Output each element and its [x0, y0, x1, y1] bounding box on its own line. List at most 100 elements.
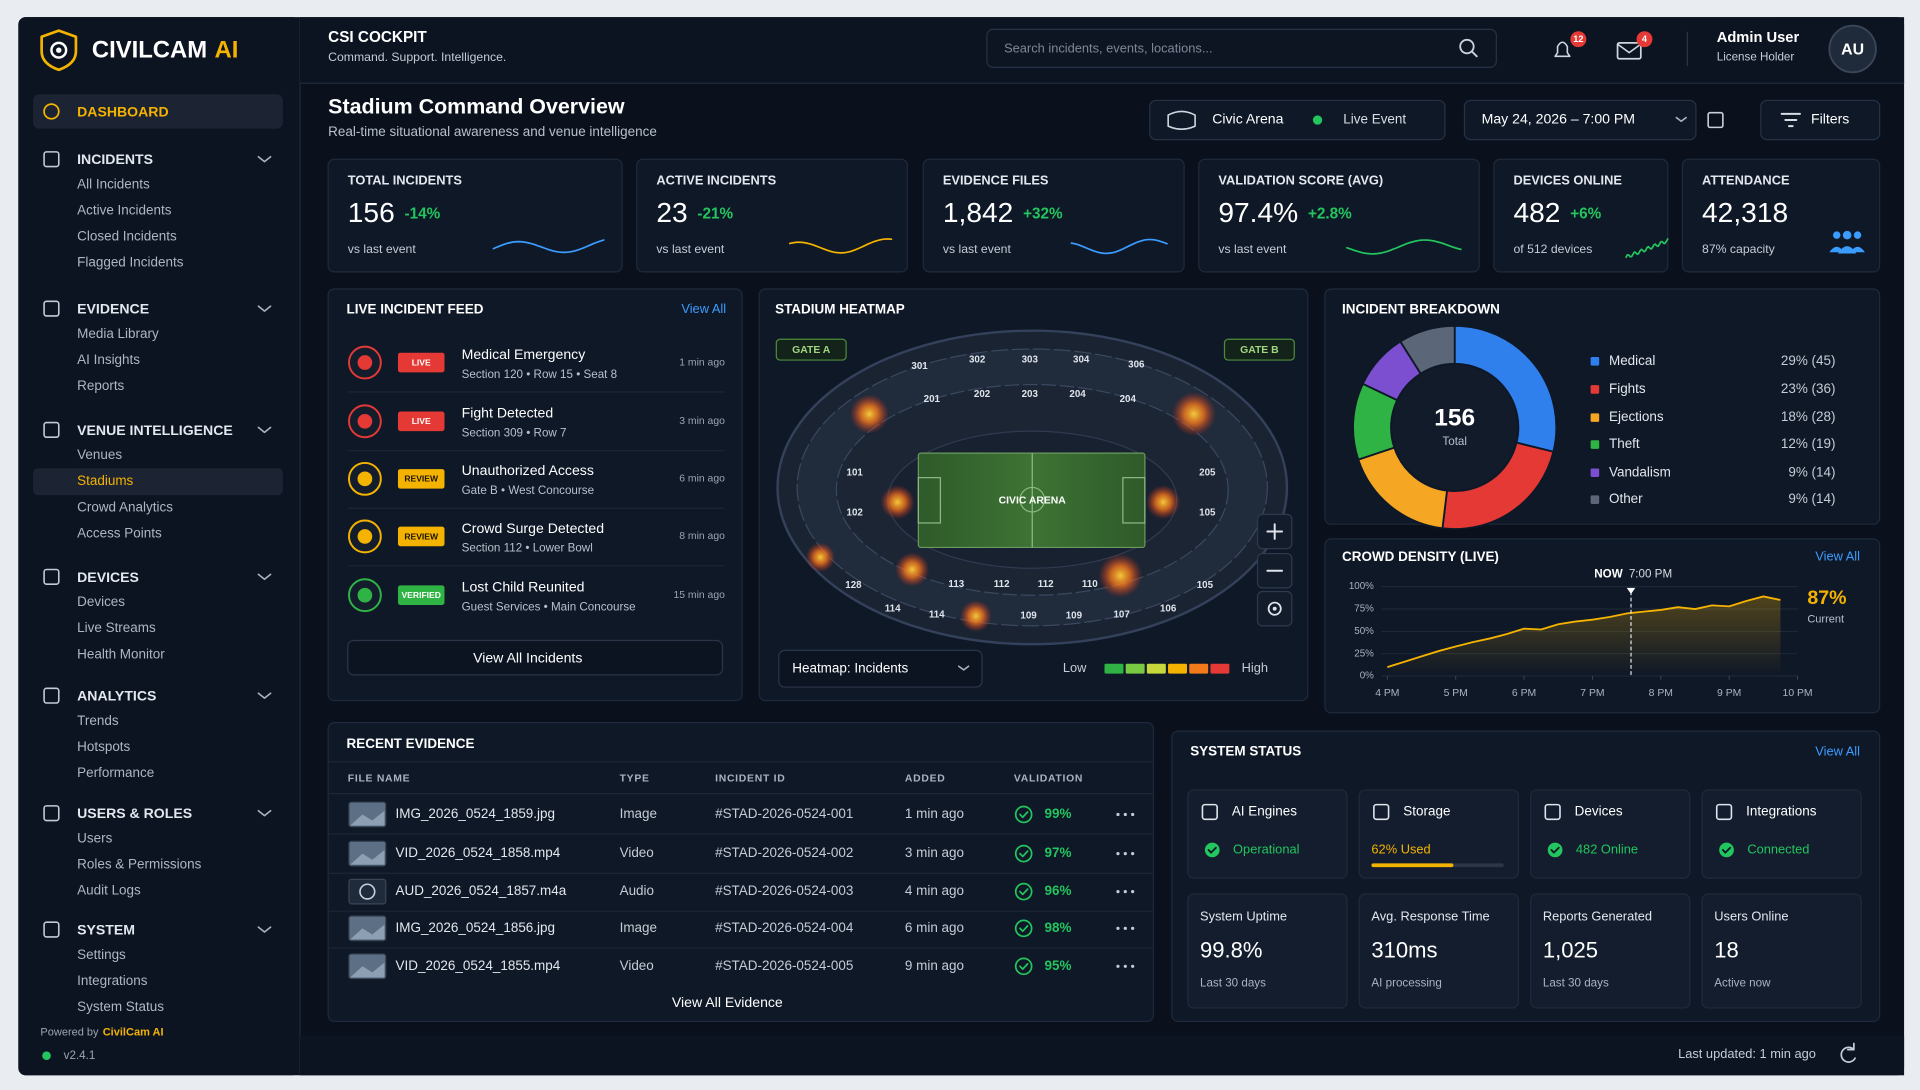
kpi-note: 87% capacity — [1702, 242, 1776, 256]
more-menu[interactable] — [1123, 812, 1127, 817]
chevron — [257, 573, 272, 581]
view-all-incidents-button[interactable] — [347, 639, 724, 676]
nav-section[interactable]: VENUE INTELLIGENCE — [77, 422, 233, 438]
nav-item[interactable]: System Status — [77, 999, 164, 1014]
incident-title[interactable]: Lost Child Reunited — [462, 579, 585, 595]
search-placeholder[interactable]: Search incidents, events, locations... — [1004, 40, 1212, 55]
density-area — [1387, 596, 1781, 677]
nav-item[interactable]: Flagged Incidents — [77, 255, 184, 270]
nav-item[interactable]: All Incidents — [77, 176, 150, 191]
nav-item[interactable]: Closed Incidents — [77, 229, 177, 244]
filters-label[interactable]: Filters — [1811, 111, 1849, 127]
more-menu[interactable] — [1131, 964, 1135, 968]
more-menu[interactable] — [1131, 890, 1135, 894]
nav-item[interactable]: Stadiums — [77, 473, 133, 488]
nav-section[interactable]: USERS & ROLES — [77, 805, 192, 821]
more-menu[interactable] — [1116, 926, 1120, 930]
incident-time: 15 min ago — [673, 590, 725, 601]
incident-icon — [357, 529, 373, 544]
check-icon — [1019, 850, 1029, 858]
button-label[interactable]: View All Incidents — [473, 650, 582, 666]
more-menu[interactable] — [1123, 852, 1127, 856]
search-box[interactable] — [986, 28, 1497, 68]
more-menu[interactable] — [1116, 890, 1120, 894]
filter-icon — [1780, 112, 1801, 128]
nav-section[interactable]: SYSTEM — [77, 922, 135, 938]
avatar-initials: AU — [1841, 41, 1864, 58]
panel-title: INCIDENT BREAKDOWN — [1342, 301, 1500, 316]
view-all-link[interactable]: View All — [681, 301, 726, 316]
more-menu[interactable] — [1116, 964, 1120, 968]
file-name[interactable]: IMG_2026_0524_1859.jpg — [396, 806, 556, 821]
nav-item[interactable]: AI Insights — [77, 352, 140, 367]
incident-title[interactable]: Medical Emergency — [462, 346, 587, 362]
nav-item[interactable]: Hotspots — [77, 739, 130, 754]
y-tick-label: 25% — [1354, 648, 1374, 659]
nav-section[interactable]: DEVICES — [77, 569, 139, 585]
more-menu[interactable] — [1116, 812, 1120, 817]
thumbnail — [348, 878, 387, 905]
nav-icon — [43, 805, 60, 822]
nav-item[interactable]: Audit Logs — [77, 883, 141, 898]
panel-title: SYSTEM STATUS — [1190, 744, 1301, 759]
nav-item[interactable]: Active Incidents — [77, 203, 172, 218]
view-all-link[interactable]: View All — [1815, 743, 1860, 758]
incident-title[interactable]: Fight Detected — [462, 405, 554, 421]
nav-item[interactable]: Settings — [77, 947, 126, 962]
people-icon — [1833, 231, 1841, 239]
incident-title[interactable]: Unauthorized Access — [462, 462, 594, 478]
hotspot — [895, 552, 930, 587]
view-all-link[interactable]: View All — [1815, 549, 1860, 564]
more-menu[interactable] — [1123, 926, 1127, 930]
nav-item[interactable]: Performance — [77, 765, 154, 780]
more-menu[interactable] — [1131, 812, 1135, 817]
donut-total: 156 — [1434, 404, 1475, 431]
nav-item[interactable]: Integrations — [77, 973, 148, 988]
nav-item[interactable]: Trends — [77, 713, 119, 728]
nav-section[interactable]: ANALYTICS — [77, 688, 156, 704]
file-name[interactable]: AUD_2026_0524_1857.m4a — [396, 883, 567, 898]
refresh-icon[interactable] — [1840, 1042, 1856, 1063]
file-name[interactable]: IMG_2026_0524_1856.jpg — [396, 920, 556, 935]
mail-icon[interactable] — [1616, 42, 1642, 60]
view-all-evidence[interactable]: View All Evidence — [672, 994, 783, 1010]
select-label[interactable]: Heatmap: Incidents — [792, 660, 908, 675]
nav-item[interactable]: Roles & Permissions — [77, 857, 202, 872]
nav-item[interactable]: Live Streams — [77, 620, 156, 635]
nav-item[interactable]: Reports — [77, 378, 124, 393]
nav-item[interactable]: Venues — [77, 447, 122, 462]
more-menu[interactable] — [1123, 890, 1127, 894]
kpi-card — [636, 158, 908, 273]
kpi-label: EVIDENCE FILES — [943, 173, 1049, 188]
more-menu[interactable] — [1123, 964, 1127, 968]
date-selector[interactable] — [1463, 99, 1697, 141]
section-label: 105 — [1197, 580, 1214, 591]
file-name[interactable]: VID_2026_0524_1855.mp4 — [396, 958, 561, 973]
filters-button[interactable] — [1760, 99, 1881, 141]
nav-section[interactable]: DASHBOARD — [77, 103, 169, 119]
kpi-label: DEVICES ONLINE — [1513, 173, 1622, 188]
nav-section[interactable]: EVIDENCE — [77, 301, 149, 317]
nav-item[interactable]: Devices — [77, 594, 125, 609]
venue-name: Civic Arena — [1212, 111, 1283, 127]
nav-item[interactable]: Media Library — [77, 326, 159, 341]
nav-item[interactable]: Crowd Analytics — [77, 499, 173, 514]
more-menu[interactable] — [1116, 852, 1120, 856]
more-menu[interactable] — [1131, 852, 1135, 856]
heatmap-select[interactable] — [778, 649, 983, 688]
nav-item[interactable]: Users — [77, 830, 112, 845]
status-value: Operational — [1233, 841, 1299, 856]
section-label: 203 — [1022, 389, 1039, 400]
file-name[interactable]: VID_2026_0524_1858.mp4 — [396, 845, 561, 860]
bell-icon[interactable] — [1554, 41, 1571, 58]
nav-item[interactable]: Health Monitor — [77, 646, 165, 661]
incident-id: #STAD-2026-0524-003 — [715, 883, 853, 898]
nav-section[interactable]: INCIDENTS — [77, 151, 153, 167]
more-menu[interactable] — [1131, 926, 1135, 930]
venue-selector[interactable] — [1149, 99, 1446, 141]
incident-title[interactable]: Crowd Surge Detected — [462, 520, 604, 536]
nav-item[interactable]: Access Points — [77, 525, 162, 540]
legend-value: 9% (14) — [1788, 464, 1835, 479]
message-count: 4 — [1642, 34, 1648, 44]
avatar[interactable] — [1828, 24, 1877, 74]
